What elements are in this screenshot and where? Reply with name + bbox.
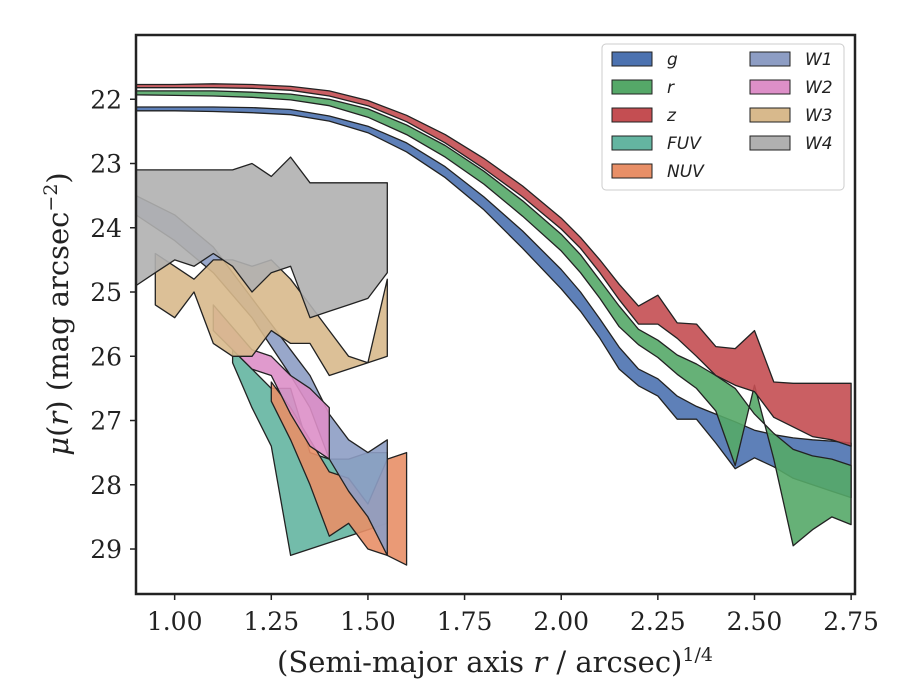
x-tick-label: 1.50 — [340, 607, 396, 636]
x-tick-label: 1.75 — [437, 607, 493, 636]
series-band-w4 — [136, 156, 388, 319]
legend-swatch-w2 — [749, 79, 791, 95]
legend: grz FUV NUV W1 W2 W3 W4 — [601, 43, 845, 191]
legend-swatch-r — [611, 79, 653, 95]
y-axis-ticks: 22 23 24 25 26 27 28 29 — [90, 85, 136, 564]
legend-label-w3: W3 — [805, 106, 833, 126]
legend-label-z: z — [666, 106, 677, 126]
legend-label-w2: W2 — [805, 78, 833, 98]
legend-swatch-z — [611, 107, 653, 123]
legend-swatch-g — [611, 51, 653, 67]
x-tick-label: 2.25 — [630, 607, 686, 636]
x-tick-label: 2.75 — [823, 607, 879, 636]
y-tick-label: 29 — [90, 535, 122, 564]
legend-label-w4: W4 — [805, 134, 833, 154]
legend-swatch-w1 — [749, 51, 791, 67]
x-axis-title: (Semi-major axis r / arcsec)1/4 — [277, 644, 713, 679]
y-tick-label: 23 — [90, 150, 122, 179]
y-tick-label: 24 — [90, 214, 122, 243]
y-tick-label: 27 — [90, 407, 122, 436]
plot-frame — [134, 33, 857, 596]
legend-swatch-fuv — [611, 135, 653, 151]
series-band-r — [136, 90, 852, 547]
series-bands — [136, 83, 852, 566]
x-tick-label: 2.00 — [533, 607, 589, 636]
y-tick-label: 28 — [90, 471, 122, 500]
legend-label-g: g — [667, 50, 678, 70]
y-tick-label: 22 — [90, 85, 122, 114]
legend-label-nuv: NUV — [667, 162, 705, 182]
x-tick-label: 1.00 — [147, 607, 203, 636]
y-axis-title: μ(r) (mag arcsec−2) — [40, 172, 75, 456]
legend-label-r: r — [667, 78, 675, 98]
x-tick-label: 2.50 — [727, 607, 783, 636]
y-tick-label: 25 — [90, 278, 122, 307]
legend-swatch-nuv — [611, 163, 653, 179]
legend-swatch-w4 — [749, 135, 791, 151]
legend-swatch-w3 — [749, 107, 791, 123]
legend-label-w1: W1 — [805, 50, 833, 70]
x-axis-ticks: 1.00 1.25 1.50 1.75 2.00 2.25 2.50 2.75 — [147, 594, 879, 636]
x-tick-label: 1.25 — [243, 607, 299, 636]
y-tick-label: 26 — [90, 342, 122, 371]
series-band-z — [136, 83, 852, 447]
legend-label-fuv: FUV — [667, 134, 702, 154]
